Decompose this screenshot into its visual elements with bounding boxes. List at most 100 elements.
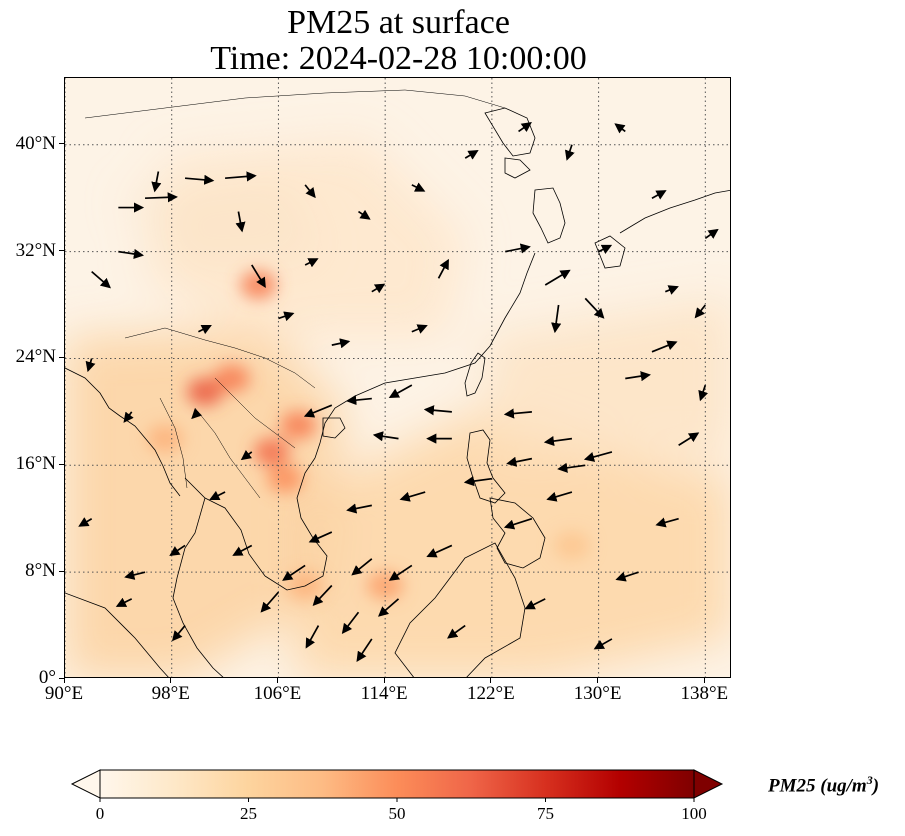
- lon-tick-mark: [383, 678, 385, 683]
- lat-tick-mark: [59, 463, 64, 465]
- wind-arrow: [651, 190, 667, 200]
- coastline-japan-kyushu: [594, 235, 626, 269]
- lon-tick-mark: [597, 678, 599, 683]
- wind-arrow: [625, 371, 651, 382]
- wind-arrow: [503, 408, 532, 419]
- pm25-background-field: [65, 138, 730, 677]
- pm25-hotspot: [280, 411, 317, 440]
- wind-arrow: [308, 531, 333, 543]
- wind-arrow: [694, 304, 706, 319]
- wind-arrow: [358, 209, 371, 220]
- colorbar-title-superscript: 3: [866, 773, 873, 787]
- wind-arrow: [191, 408, 203, 420]
- lat-tick-mark: [59, 570, 64, 572]
- wind-arrow: [464, 150, 479, 160]
- wind-arrow: [118, 248, 145, 260]
- coastline-china-east: [314, 252, 536, 459]
- wind-arrow: [145, 192, 178, 203]
- wind-arrow: [304, 184, 316, 199]
- wind-arrow: [584, 297, 605, 319]
- lat-tick-mark: [59, 677, 64, 679]
- wind-arrow: [371, 283, 386, 294]
- wind-arrow: [664, 285, 679, 295]
- wind-arrow: [331, 338, 351, 349]
- wind-arrow: [423, 405, 452, 416]
- border-laos-vietnam: [214, 377, 296, 449]
- coastline-vietnam: [264, 457, 328, 591]
- wind-arrow: [351, 558, 373, 576]
- wind-arrow: [551, 304, 562, 334]
- pm25-hotspot: [553, 531, 590, 560]
- wind-arrow: [503, 517, 533, 530]
- wind-arrow: [557, 462, 586, 473]
- pm25-region-south-china-sea: [295, 408, 730, 677]
- wind-arrow: [235, 211, 246, 233]
- wind-arrow: [372, 431, 399, 442]
- colorbar-title: PM25 (ug/m3): [768, 773, 879, 797]
- wind-arrow: [411, 182, 426, 192]
- wind-arrow: [698, 384, 709, 402]
- wind-arrow: [356, 638, 373, 662]
- wind-arrow: [506, 456, 533, 467]
- wind-arrow: [615, 571, 639, 582]
- wind-arrow: [437, 258, 449, 279]
- wind-arrow: [399, 491, 426, 502]
- map-canvas: [65, 78, 730, 677]
- wind-arrow: [260, 591, 280, 613]
- coastline-malay-peninsula: [172, 497, 224, 677]
- coastline-gulf-of-thailand: [184, 477, 266, 577]
- wind-arrow: [282, 564, 306, 581]
- coastline-mindanao-visayas: [489, 497, 546, 569]
- colorbar-title-end: ): [872, 775, 880, 797]
- wind-arrow: [346, 503, 372, 514]
- wind-arrow: [341, 611, 360, 634]
- lat-tick-label: 40°N: [15, 132, 56, 154]
- wind-arrow: [524, 598, 546, 610]
- lon-tick-mark: [276, 678, 278, 683]
- coastline-shandong: [504, 157, 531, 179]
- pm25-hotspot: [253, 437, 290, 466]
- lon-tick-label: 106°E: [253, 683, 302, 704]
- border-thailand-laos: [194, 407, 261, 499]
- wind-arrow: [447, 624, 466, 639]
- wind-arrow: [305, 625, 320, 649]
- lat-tick-label: 24°N: [15, 346, 56, 368]
- colorbar-tick-label: 100: [681, 804, 707, 823]
- wind-arrow: [411, 324, 428, 334]
- pm25-hotspot: [213, 364, 250, 393]
- lon-tick-mark: [170, 678, 172, 683]
- colorbar-tick-label: 0: [95, 804, 105, 823]
- lat-tick-label: 0°: [38, 667, 56, 688]
- lon-tick-label: 130°E: [573, 683, 622, 704]
- wind-arrow: [151, 171, 162, 193]
- lat-tick-mark: [59, 250, 64, 252]
- wind-arrow: [184, 174, 215, 185]
- wind-arrow: [225, 171, 257, 182]
- coastline-borneo: [394, 542, 526, 677]
- colorbar-extend-max: [693, 769, 724, 799]
- wind-arrow: [169, 544, 186, 556]
- wind-arrow: [518, 122, 532, 133]
- map-plot-area[interactable]: [64, 77, 731, 678]
- wind-arrow: [124, 569, 146, 580]
- border-southwest: [124, 327, 316, 389]
- wind-arrow: [543, 435, 573, 447]
- wind-arrow: [704, 228, 719, 239]
- wind-arrow: [85, 358, 96, 373]
- wind-arrow: [463, 476, 492, 487]
- coastline-myanmar-bay: [65, 367, 181, 497]
- lon-tick-label: 138°E: [680, 683, 729, 704]
- wind-arrow: [304, 258, 319, 268]
- lat-tick-mark: [59, 143, 64, 145]
- colorbar-extend-min: [70, 769, 101, 799]
- coastline-bohai: [484, 107, 536, 157]
- lon-tick-mark: [490, 678, 492, 683]
- colorbar-title-text: PM25 (ug/m: [768, 775, 867, 797]
- wind-arrow: [123, 411, 134, 423]
- wind-arrow: [312, 584, 333, 606]
- colorbar-tick-label: 50: [388, 804, 406, 823]
- lat-tick-label: 8°N: [25, 560, 56, 582]
- wind-arrow: [91, 271, 111, 289]
- pm25-hotspot: [267, 464, 304, 493]
- coastline-hainan: [322, 417, 346, 439]
